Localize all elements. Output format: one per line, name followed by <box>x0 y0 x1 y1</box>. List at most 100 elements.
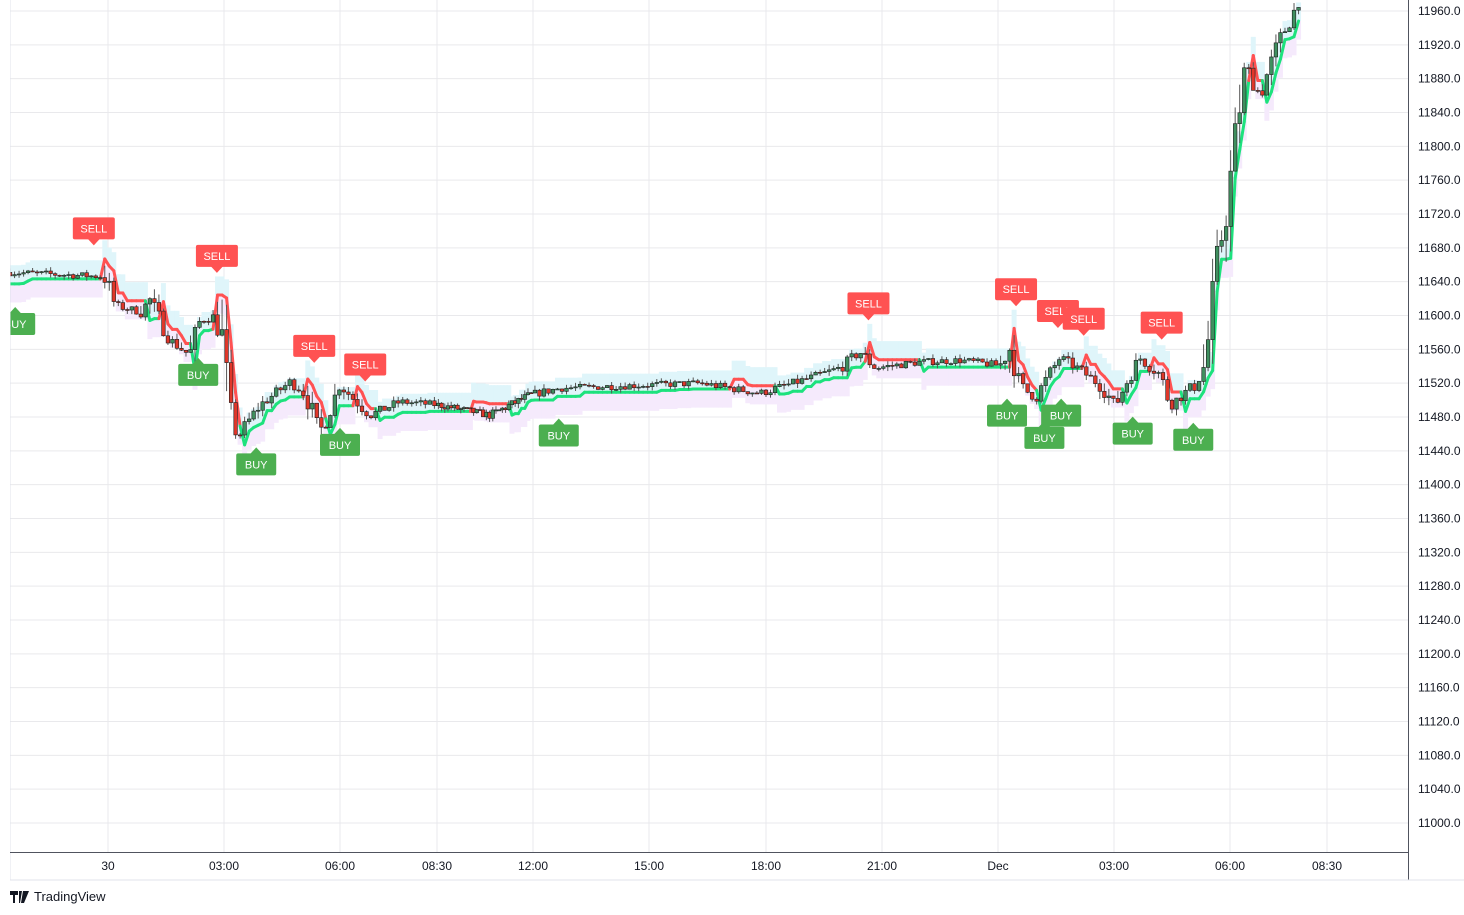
lower-band-segment <box>631 392 637 411</box>
candle-body <box>831 368 836 371</box>
buy-label-box <box>320 433 360 456</box>
upper-band-segment <box>34 260 40 279</box>
upper-band-segment <box>713 370 719 390</box>
upper-band-segment <box>1174 373 1180 392</box>
trend-line-segment <box>261 409 269 425</box>
upper-band-segment <box>745 366 751 385</box>
upper-band-segment <box>1088 345 1094 365</box>
lower-band-segment <box>658 390 664 409</box>
trend-line-segment <box>1260 79 1269 104</box>
candle-body <box>1251 67 1256 91</box>
upper-band-segment <box>867 323 873 343</box>
candle-body <box>432 400 437 407</box>
candle-body <box>233 402 238 436</box>
candle-body <box>930 358 936 366</box>
candle-body <box>948 363 954 365</box>
time-tick-label: 12:00 <box>518 859 548 873</box>
candle-body <box>809 374 814 380</box>
upper-band-segment <box>169 310 175 330</box>
lower-band-segment <box>391 417 397 436</box>
candle-body <box>1061 356 1066 360</box>
price-tick-label: 11120.0 <box>1418 715 1460 729</box>
sell-label-text: SELL <box>1003 284 1030 296</box>
candle-body <box>490 409 495 419</box>
candle-body <box>1296 7 1301 11</box>
candle-body <box>368 415 374 419</box>
sell-label-box <box>995 278 1038 301</box>
candle-body <box>30 270 35 273</box>
price-tick-label: 11400.0 <box>1418 478 1461 492</box>
upper-band-segment <box>305 360 311 380</box>
upper-band-segment <box>727 370 733 390</box>
lower-band-segment <box>1133 387 1139 407</box>
sell-label-text: SELL <box>1070 314 1097 326</box>
candle-body <box>885 365 890 368</box>
lower-band-segment <box>458 411 464 431</box>
upper-band-segment <box>984 348 990 368</box>
trend-line-segment <box>161 300 170 326</box>
trend-line-segment <box>1026 375 1034 387</box>
upper-band-segment <box>880 341 886 360</box>
buy-signal-label: BUY <box>1173 422 1214 451</box>
upper-band-segment <box>368 389 374 409</box>
tradingview-logo[interactable]: TradingView <box>10 889 106 904</box>
lower-band-segment <box>667 390 673 409</box>
upper-band-segment <box>111 252 117 271</box>
candle-body <box>405 399 410 404</box>
candle-body <box>754 392 759 395</box>
candle-body <box>993 360 999 366</box>
trend-line-segment <box>310 383 319 398</box>
upper-band-segment <box>595 373 601 393</box>
candle-body <box>1133 359 1139 381</box>
candle-body <box>957 358 963 364</box>
candle-body <box>497 409 502 412</box>
candle-body <box>1120 391 1125 403</box>
lower-band-segment <box>25 281 31 300</box>
lower-band-segment <box>251 427 257 447</box>
candle-body <box>732 387 737 393</box>
candle-body <box>654 382 659 384</box>
candle-body <box>80 272 85 276</box>
upper-band-segment <box>1083 336 1089 356</box>
candle-body <box>695 380 700 384</box>
candle-body <box>350 394 356 400</box>
upper-band-segment <box>464 392 470 412</box>
candle-body <box>25 270 31 273</box>
lower-band-segment <box>418 412 424 431</box>
lower-band-segment <box>582 392 588 411</box>
candle-body <box>66 274 71 276</box>
upper-band-segment <box>445 392 451 412</box>
candle-body <box>1075 365 1080 369</box>
sell-label-box <box>195 244 238 267</box>
lower-band-segment <box>255 425 261 444</box>
lower-band-segment <box>844 377 850 397</box>
candle-body <box>975 358 981 361</box>
candle-body <box>641 386 646 388</box>
candle-body <box>251 410 256 420</box>
candle-body <box>1138 358 1143 361</box>
upper-band-segment <box>772 367 778 386</box>
candle-body <box>1034 398 1039 402</box>
candle-body <box>713 383 719 389</box>
candle-body <box>1187 383 1193 391</box>
trend-line-segment <box>1229 176 1237 260</box>
lower-band-segment <box>97 278 103 298</box>
lower-band-segment <box>998 367 1004 386</box>
candle-body <box>795 378 800 384</box>
candle-body <box>632 384 637 389</box>
lower-band-segment <box>858 367 864 386</box>
lower-band-segment <box>427 411 433 431</box>
lower-band-segment <box>246 431 252 450</box>
price-tick-label: 11320.0 <box>1418 545 1461 559</box>
candle-body <box>944 359 949 364</box>
candle-body <box>1030 392 1035 400</box>
lower-band-segment <box>1056 376 1062 396</box>
upper-band-segment <box>916 341 922 360</box>
upper-band-segment <box>1079 349 1085 369</box>
lower-band-segment <box>70 278 76 298</box>
upper-band-segment <box>980 348 986 368</box>
upper-band-segment <box>84 260 90 279</box>
upper-band-segment <box>480 383 486 403</box>
upper-band-segment <box>554 377 560 397</box>
